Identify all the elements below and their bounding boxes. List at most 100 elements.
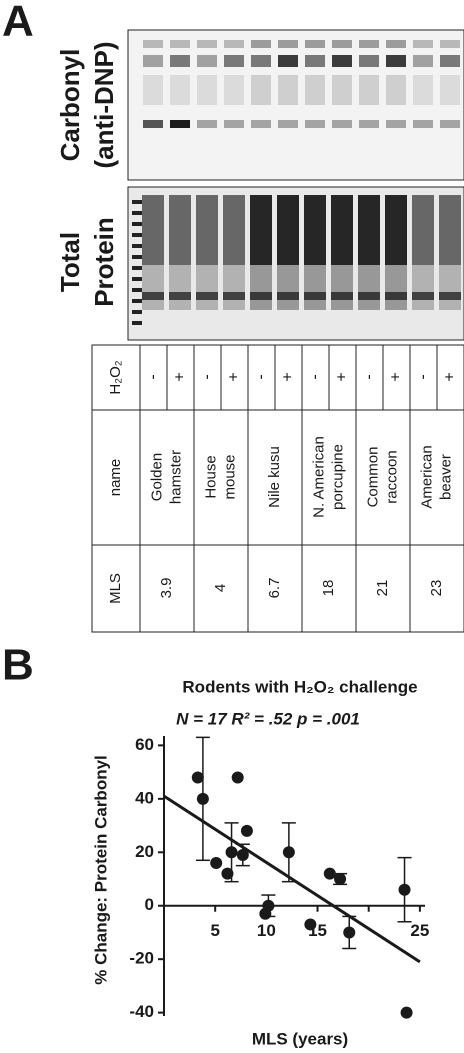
band [304, 265, 326, 310]
band [277, 195, 299, 265]
band [278, 40, 298, 48]
species-name: beaver [437, 454, 454, 500]
band [386, 120, 406, 128]
treatment: - [415, 374, 432, 379]
band [439, 265, 461, 310]
band [142, 265, 164, 310]
point [334, 873, 346, 885]
x-tick-label: 25 [410, 921, 429, 940]
band [359, 120, 379, 128]
band [385, 265, 407, 310]
page: { "panel_a": { "label": "A", "blots": [ … [0, 0, 464, 1053]
band [440, 120, 460, 128]
band [169, 292, 191, 300]
treatment: + [280, 372, 297, 381]
treatment: - [253, 374, 270, 379]
x-tick-label: 10 [257, 921, 276, 940]
band [278, 120, 298, 128]
band [170, 40, 190, 48]
point [399, 884, 411, 896]
marker [132, 299, 142, 303]
band [305, 120, 325, 128]
band [251, 55, 271, 67]
band [440, 55, 460, 67]
marker [132, 288, 142, 292]
band [196, 195, 218, 265]
mls-value: 18 [320, 580, 337, 597]
point [197, 793, 209, 805]
band [277, 292, 299, 300]
point [343, 926, 355, 938]
band [413, 120, 433, 128]
band [278, 55, 298, 67]
species-name: N. American [310, 436, 327, 518]
mls-value: 21 [374, 580, 391, 597]
panel-label: B [2, 641, 34, 690]
mls-value: 4 [212, 584, 229, 592]
treatment: - [199, 374, 216, 379]
point [241, 825, 253, 837]
band [331, 292, 353, 300]
band [224, 75, 244, 105]
band [251, 40, 271, 48]
band [142, 195, 164, 265]
band [250, 195, 272, 265]
point [304, 918, 316, 930]
band [170, 75, 190, 105]
species-name: Common [364, 447, 381, 508]
y-tick-label: 40 [135, 788, 154, 807]
band [439, 195, 461, 265]
band [332, 120, 352, 128]
species-name: hamster [167, 450, 184, 504]
mls-value: 3.9 [158, 578, 175, 599]
band [440, 75, 460, 105]
treatment: + [226, 372, 243, 381]
x-axis-label: MLS (years) [252, 1029, 348, 1048]
treatment: - [307, 374, 324, 379]
band [197, 40, 217, 48]
band [143, 40, 163, 48]
band [413, 40, 433, 48]
treatment: + [334, 372, 351, 381]
mls-value: 6.7 [266, 578, 283, 599]
marker [132, 266, 142, 270]
chart-subtitle: N = 17 R² = .52 p = .001 [176, 709, 360, 728]
marker [132, 222, 142, 226]
band [250, 265, 272, 310]
band [223, 265, 245, 310]
band [251, 120, 271, 128]
band [332, 75, 352, 105]
blot-labels: Carbonyl(anti-DNP)TotalProtein [55, 41, 119, 306]
marker [132, 277, 142, 281]
band [386, 40, 406, 48]
band [359, 55, 379, 67]
band [170, 120, 190, 128]
band [332, 40, 352, 48]
band [197, 55, 217, 67]
band [250, 292, 272, 300]
species-name: House [202, 455, 219, 498]
marker [132, 233, 142, 237]
chart-title: Rodents with H₂O₂ challenge [182, 677, 417, 696]
y-axis-label: % Change: Protein Carbonyl [91, 755, 110, 985]
band [305, 75, 325, 105]
treatment: + [172, 372, 189, 381]
band [359, 40, 379, 48]
point [210, 857, 222, 869]
species-name: Golden [148, 453, 165, 501]
treatment: - [361, 374, 378, 379]
band [197, 75, 217, 105]
y-tick-label: 60 [135, 735, 154, 754]
marker [132, 255, 142, 259]
band [440, 40, 460, 48]
band [331, 265, 353, 310]
band [412, 195, 434, 265]
band [143, 75, 163, 105]
band [413, 55, 433, 67]
species-name: raccoon [383, 450, 400, 503]
band [251, 75, 271, 105]
blot-label: Total [55, 232, 85, 292]
band [277, 265, 299, 310]
blot-label: (anti-DNP) [89, 41, 119, 168]
band [197, 120, 217, 128]
